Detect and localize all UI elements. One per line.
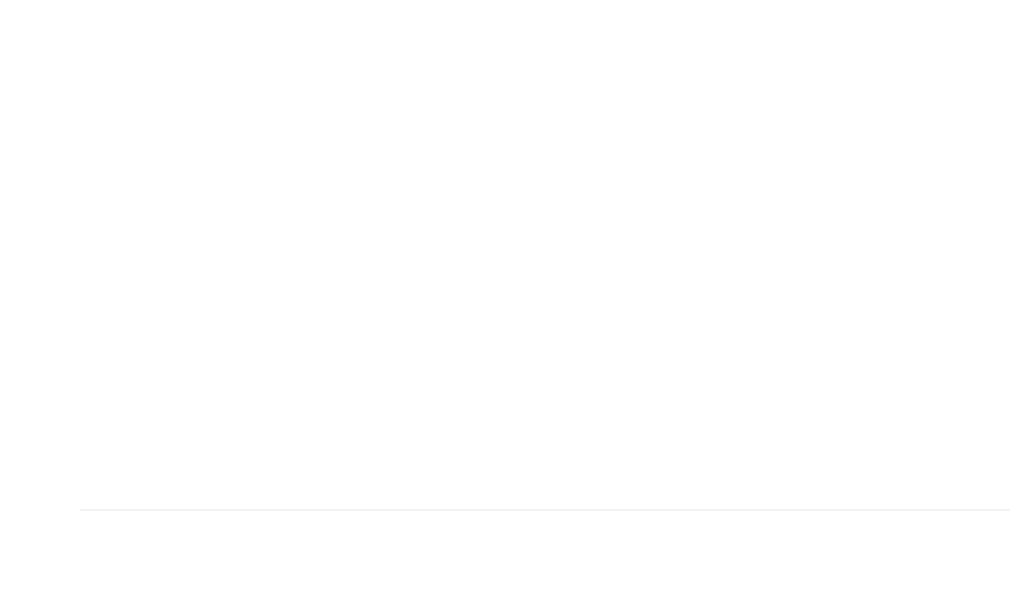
investment-chart	[0, 0, 1024, 595]
